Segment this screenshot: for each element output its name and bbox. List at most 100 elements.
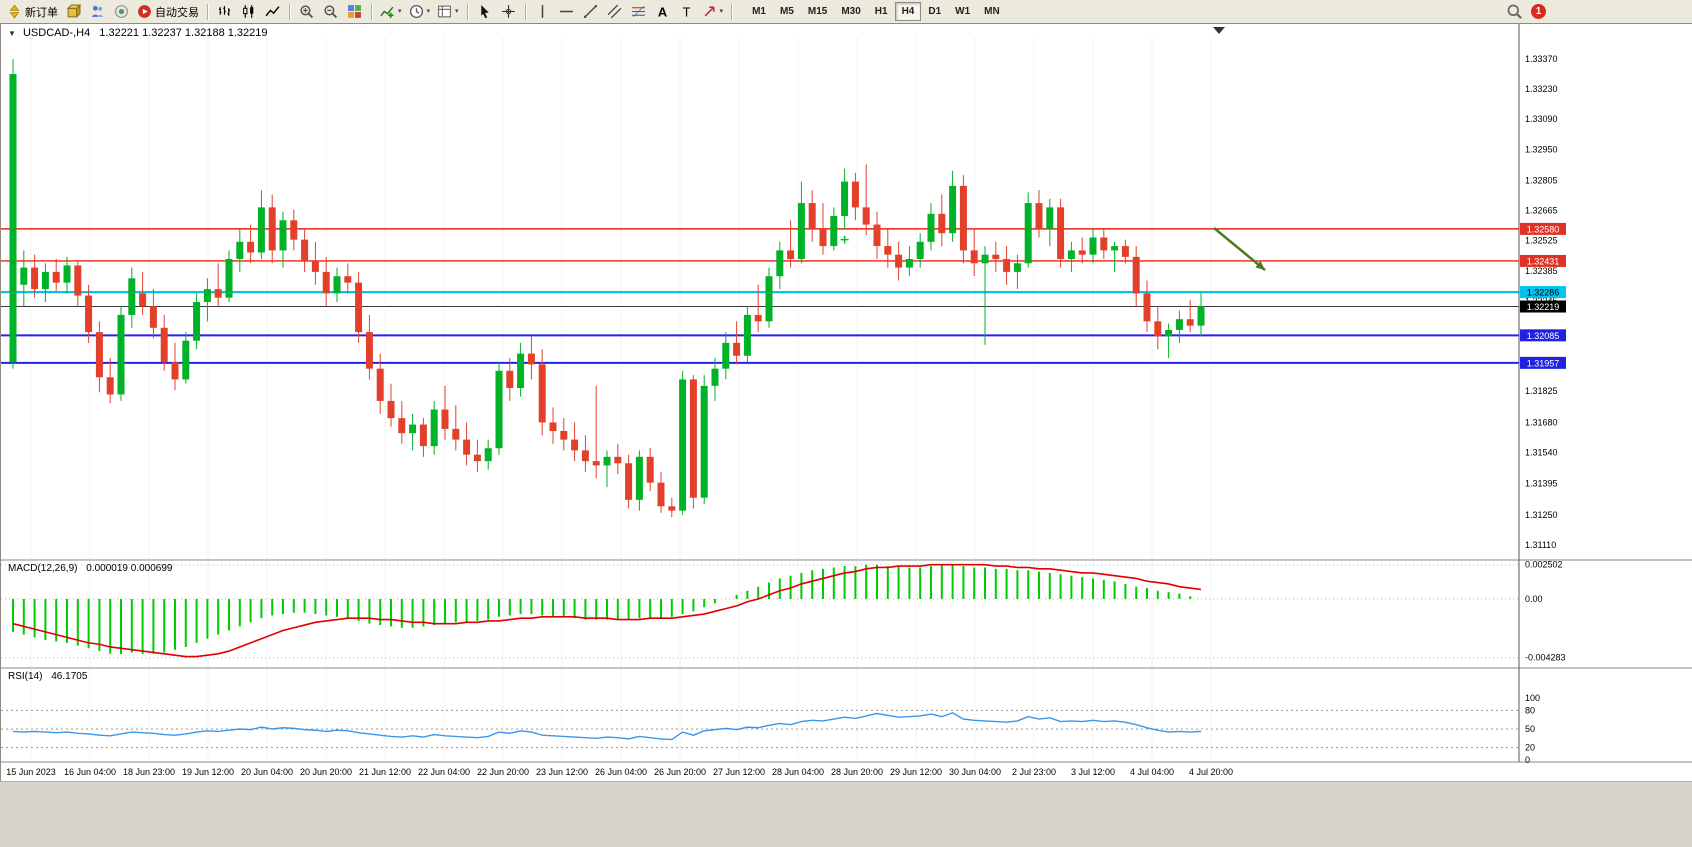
- chart-profile-button[interactable]: [62, 2, 85, 22]
- chart-window: 1.33370 1.33230 1.33090 1.32950 1.32805 1.326…: [0, 24, 1692, 781]
- svg-text:80: 80: [1525, 705, 1535, 715]
- trendline-button[interactable]: [579, 2, 602, 22]
- tile-windows-icon: [348, 5, 361, 18]
- svg-text:28 Jun 04:00: 28 Jun 04:00: [772, 767, 824, 777]
- timeframe-button-d1[interactable]: D1: [928, 6, 942, 17]
- timeframe-button-w1[interactable]: W1: [955, 6, 971, 17]
- svg-text:1.32580: 1.32580: [1527, 224, 1560, 234]
- timeframe-button-m1[interactable]: M1: [752, 6, 766, 17]
- price-badges: 1.32580 1.32431 1.32286 1.32085 1.31957 1.322…: [1520, 222, 1566, 369]
- text-icon: A: [657, 4, 666, 19]
- svg-text:20 Jun 04:00: 20 Jun 04:00: [241, 767, 293, 777]
- svg-text:1.32950: 1.32950: [1525, 144, 1558, 154]
- new-order-button[interactable]: 新订单: [4, 2, 61, 22]
- svg-text:50: 50: [1525, 724, 1535, 734]
- market-watch-button[interactable]: [86, 2, 109, 22]
- dropdown-caret-icon: ▾: [455, 8, 459, 15]
- time-axis-labels: 15 Jun 2023 16 Jun 04:00 18 Jun 23:00 19 Ju…: [6, 767, 1233, 777]
- toolbar-right-group: 1: [1506, 3, 1546, 20]
- svg-text:28 Jun 20:00: 28 Jun 20:00: [831, 767, 883, 777]
- text-label-icon: T: [682, 4, 690, 19]
- svg-text:0.00: 0.00: [1525, 594, 1543, 604]
- new-order-icon: [9, 4, 20, 19]
- svg-text:20 Jun 20:00: 20 Jun 20:00: [300, 767, 352, 777]
- toolbar-separator: [207, 3, 208, 20]
- cursor-button[interactable]: [473, 2, 496, 22]
- timeframe-button-m15[interactable]: M15: [807, 6, 828, 17]
- toolbar-separator: [731, 3, 733, 20]
- bar-chart-icon: [218, 6, 231, 16]
- svg-text:1.31395: 1.31395: [1525, 479, 1558, 489]
- autotrading-button[interactable]: 自动交易: [134, 2, 202, 22]
- bar-chart-button[interactable]: [213, 2, 236, 22]
- timeframe-button-h4[interactable]: H4: [894, 2, 922, 21]
- periods-button[interactable]: ▾: [406, 2, 434, 22]
- new-order-label: 新订单: [25, 6, 58, 19]
- svg-text:22 Jun 04:00: 22 Jun 04:00: [418, 767, 470, 777]
- price-chart-canvas[interactable]: 1.33370 1.33230 1.33090 1.32950 1.32805 1.326…: [1, 24, 1692, 781]
- vertical-line-icon: [541, 5, 543, 18]
- people-icon: [91, 5, 104, 17]
- timeframe-button-m5[interactable]: M5: [779, 6, 794, 17]
- horizontal-level-lines[interactable]: [1, 228, 1519, 364]
- svg-text:1.31680: 1.31680: [1525, 417, 1558, 427]
- candlestick-chart-button[interactable]: [237, 2, 260, 22]
- svg-text:-0.004283: -0.004283: [1525, 653, 1566, 663]
- horizontal-line-icon: [559, 10, 573, 13]
- svg-text:0.002502: 0.002502: [1525, 560, 1563, 570]
- svg-text:1.32805: 1.32805: [1525, 176, 1558, 186]
- svg-text:1.32286: 1.32286: [1527, 288, 1560, 298]
- template-icon: [438, 5, 451, 18]
- zoom-out-button[interactable]: [319, 2, 342, 22]
- autotrading-icon: [138, 5, 151, 18]
- toolbar-separator: [466, 3, 468, 20]
- svg-text:3 Jul 12:00: 3 Jul 12:00: [1071, 767, 1115, 777]
- crosshair-button[interactable]: [497, 2, 520, 22]
- toolbar-separator: [524, 3, 526, 20]
- timeframe-group: M1 M5 M15 M30 H1 H4 D1 W1 MN: [745, 2, 1007, 21]
- annotations[interactable]: [840, 27, 1266, 271]
- line-chart-button[interactable]: [261, 2, 284, 22]
- status-area: [0, 781, 1692, 847]
- trendline-icon: [583, 5, 597, 18]
- svg-text:A: A: [657, 4, 666, 19]
- channel-button[interactable]: [603, 2, 626, 22]
- timeframe-button-m30[interactable]: M30: [841, 6, 861, 17]
- zoom-in-button[interactable]: [295, 2, 318, 22]
- timeframe-button-mn[interactable]: MN: [984, 6, 1000, 17]
- text-label-button[interactable]: T: [675, 2, 698, 22]
- svg-text:23 Jun 12:00: 23 Jun 12:00: [536, 767, 588, 777]
- price-axis-labels: 1.33370 1.33230 1.33090 1.32950 1.32805 1.326…: [1525, 54, 1566, 765]
- arrows-button[interactable]: ▾: [699, 2, 727, 22]
- svg-text:29 Jun 12:00: 29 Jun 12:00: [890, 767, 942, 777]
- app-toolbar: 新订单 自动交易: [0, 0, 1692, 24]
- candles-layer: [9, 59, 1205, 518]
- svg-text:21 Jun 12:00: 21 Jun 12:00: [359, 767, 411, 777]
- svg-text:26 Jun 20:00: 26 Jun 20:00: [654, 767, 706, 777]
- crosshair-icon: [501, 5, 515, 18]
- svg-text:2 Jul 23:00: 2 Jul 23:00: [1012, 767, 1056, 777]
- grid-lines: [30, 38, 1212, 762]
- notification-badge[interactable]: 1: [1531, 4, 1546, 19]
- svg-text:1.32219: 1.32219: [1527, 302, 1560, 312]
- search-icon[interactable]: [1506, 3, 1523, 20]
- fibonacci-button[interactable]: [627, 2, 650, 22]
- svg-text:1.31825: 1.31825: [1525, 386, 1558, 396]
- timeframe-button-h1[interactable]: H1: [874, 6, 888, 17]
- navigator-button[interactable]: [110, 2, 133, 22]
- notification-count: 1: [1535, 6, 1542, 17]
- svg-text:1.32085: 1.32085: [1527, 331, 1560, 341]
- svg-text:1.32385: 1.32385: [1525, 266, 1558, 276]
- vertical-line-button[interactable]: [531, 2, 554, 22]
- templates-button[interactable]: ▾: [434, 2, 462, 22]
- text-button[interactable]: A: [651, 2, 674, 22]
- svg-text:4 Jul 20:00: 4 Jul 20:00: [1189, 767, 1233, 777]
- tile-windows-button[interactable]: [343, 2, 366, 22]
- indicators-button[interactable]: ▾: [377, 2, 405, 22]
- dropdown-caret-icon: ▾: [719, 8, 724, 15]
- svg-text:1.31540: 1.31540: [1525, 448, 1558, 458]
- dropdown-caret-icon: ▾: [426, 8, 431, 15]
- add-indicator-icon: [380, 6, 394, 18]
- horizontal-line-button[interactable]: [555, 2, 578, 22]
- zoom-out-icon: [324, 5, 338, 19]
